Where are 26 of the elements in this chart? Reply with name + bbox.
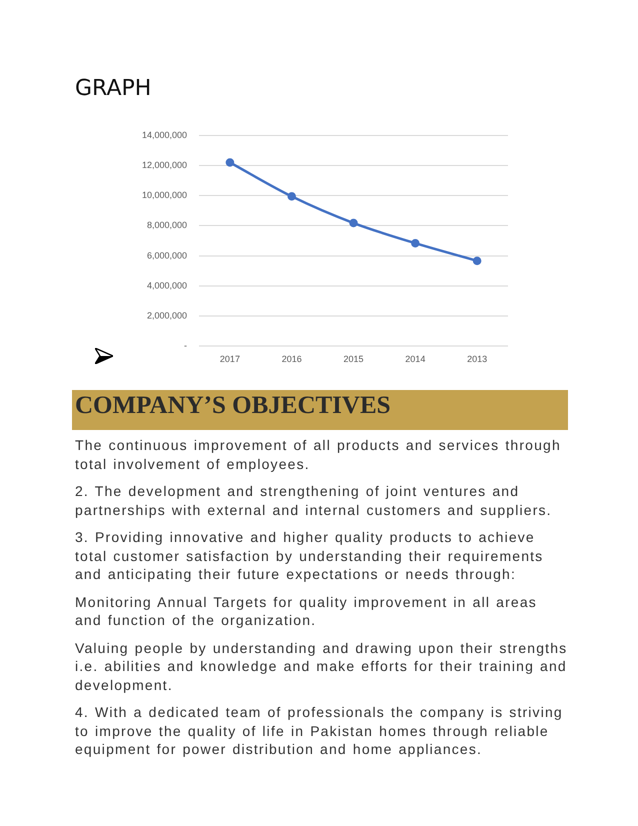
x-tick-label: 2015 (344, 354, 364, 364)
y-tick-label: 10,000,000 (142, 190, 188, 200)
y-tick-label: 4,000,000 (146, 280, 188, 290)
chart-title: GRAPH (75, 76, 152, 101)
y-tick-label: 6,000,000 (146, 250, 188, 260)
text: COMPANY’S OBJECTIVES (72, 390, 568, 430)
text: Valuing people by understanding and drawing upon their strengths i.e. abilities and knowledge and make efforts for their training and development. (75, 638, 568, 694)
point (287, 192, 296, 201)
y-tick-label: 12,000,000 (142, 160, 188, 170)
y-tick-label: - (184, 340, 188, 351)
point (472, 256, 482, 266)
x-tick-label: 2014 (405, 354, 426, 364)
text: The continuous improvement of all products and services through total involvement of employees. (75, 436, 562, 473)
point (411, 238, 420, 248)
text: 4. With a dedicated team of professionals the company is striving to improve the quality of life in Pakistan homes through reliable equipment for power distribution and home appliances. (75, 703, 564, 758)
point (226, 158, 234, 167)
point (349, 218, 358, 228)
x-tick-label: 2013 (467, 354, 488, 364)
x-tick-label: 2017 (220, 354, 240, 364)
y-tick-label: 8,000,000 (146, 220, 188, 230)
y-tick-label: 2,000,000 (146, 310, 188, 321)
text: 3. Providing innovative and higher quality products to achieve total customer satisfaction by understanding their requirements and anticipating their future expectations or needs through: (75, 528, 544, 584)
text: Monitoring Annual Targets for quality improvement in all areas and function of the organization. (75, 592, 538, 630)
y-tick-label: 14,000,000 (142, 130, 188, 140)
x-tick-label: 2016 (282, 354, 302, 364)
text: 2. The development and strengthening of joint ventures and partnerships with external and internal customers and suppliers. (75, 482, 553, 519)
